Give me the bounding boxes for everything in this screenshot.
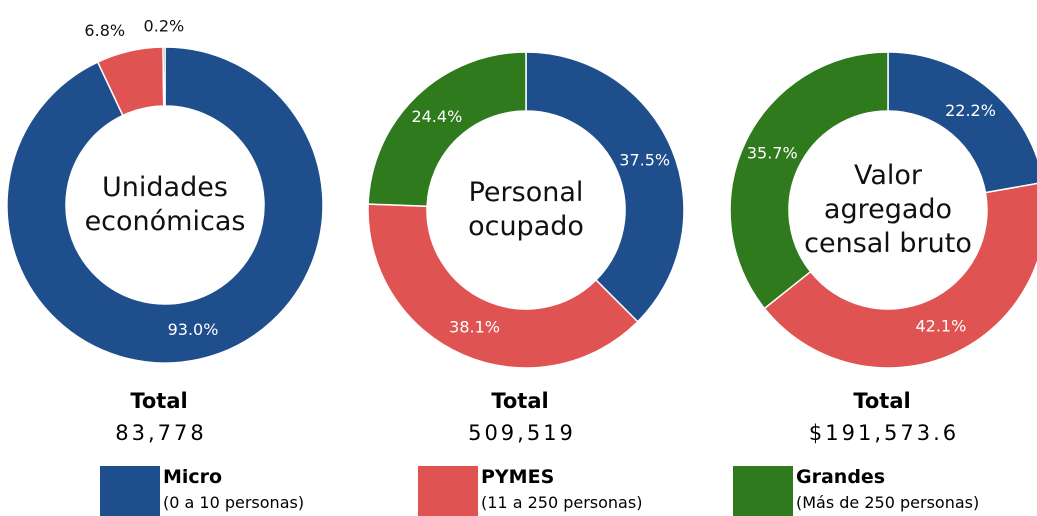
donut-title: Personal ocupado xyxy=(468,177,584,242)
donut-slice xyxy=(367,51,527,208)
total-label: Total xyxy=(491,389,548,413)
legend-note: (Más de 250 personas) xyxy=(796,493,979,512)
value-label: 35.7% xyxy=(747,144,798,163)
total-label: Total xyxy=(130,389,187,413)
value-label: 42.1% xyxy=(915,317,966,336)
donut-slice xyxy=(162,46,166,107)
donut-slice xyxy=(887,51,1037,194)
legend-swatch xyxy=(733,466,793,516)
value-label: 37.5% xyxy=(619,150,670,169)
legend-note: (11 a 250 personas) xyxy=(481,493,642,512)
donut-slice xyxy=(6,46,324,364)
value-label: 6.8% xyxy=(84,21,125,40)
donut-slice xyxy=(367,203,639,369)
donut-slice xyxy=(763,182,1037,369)
legend-name: Grandes xyxy=(796,466,885,488)
total-value: 509,519 xyxy=(468,421,576,445)
legend-swatch xyxy=(100,466,160,516)
value-label: 38.1% xyxy=(449,317,500,336)
donut-slice xyxy=(525,51,685,323)
legend-name: Micro xyxy=(163,466,222,488)
total-value: 83,778 xyxy=(115,421,206,445)
legend-swatch xyxy=(418,466,478,516)
donut-title: Valor agregado censal bruto xyxy=(804,160,972,259)
value-label: 22.2% xyxy=(945,101,996,120)
value-label: 0.2% xyxy=(144,17,185,36)
total-label: Total xyxy=(853,389,910,413)
legend-name: PYMES xyxy=(481,466,554,488)
value-label: 24.4% xyxy=(411,107,462,126)
total-value: $191,573.6 xyxy=(809,421,959,445)
value-label: 93.0% xyxy=(168,320,219,339)
donut-title: Unidades económicas xyxy=(84,172,246,237)
legend-note: (0 a 10 personas) xyxy=(163,493,304,512)
donut-slice xyxy=(729,51,889,310)
